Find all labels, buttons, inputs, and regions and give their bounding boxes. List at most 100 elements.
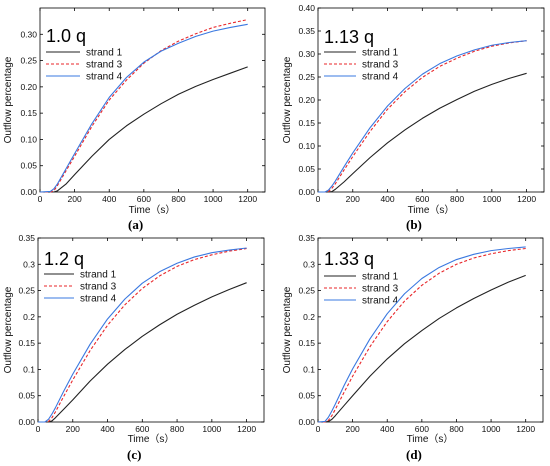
y-tick-label: 0.15 (298, 338, 315, 348)
legend-label-strand-4: strand 4 (86, 72, 123, 83)
x-tick-label: 200 (66, 424, 80, 434)
x-tick-label: 1200 (517, 194, 536, 204)
legend-label-strand-3: strand 3 (86, 60, 123, 71)
legend: strand 1 strand 3 strand 4 (44, 270, 117, 305)
legend-label-strand-1: strand 1 (86, 48, 123, 59)
x-tick-label: 800 (170, 424, 184, 434)
y-tick-label: 0.3 (303, 259, 315, 269)
y-axis-label: Outflow percentage (3, 56, 14, 143)
y-tick-label: 0.10 (20, 134, 37, 144)
condition-label: 1.0 q (46, 26, 86, 46)
panel-label: (d) (406, 447, 422, 462)
x-tick-label: 0 (316, 424, 321, 434)
series-line-strand-4 (318, 40, 527, 193)
x-tick-label: 600 (137, 194, 151, 204)
chart-marks: 0 200 400 600 800 1000 12000.000.050.100.150.2… (18, 3, 544, 434)
x-tick-label: 1200 (237, 424, 256, 434)
y-tick-label: 0.00 (20, 187, 37, 197)
panel-a-marks: 0 200 400 600 800 1000 1200 0.00 0.05 0.10 0.15 0.2… (20, 8, 265, 204)
plot-frame (39, 7, 266, 193)
y-tick-label: 0.05 (20, 161, 37, 171)
x-tick-label: 200 (346, 194, 360, 204)
y-tick-label: 0.05 (18, 391, 35, 401)
panel-b-marks: 0 200 400 600 800 1000 1200 0.00 0.05 0.10 0.15 0.2… (298, 3, 544, 204)
x-tick-label: 1000 (204, 194, 223, 204)
x-tick-label: 400 (102, 194, 116, 204)
legend-label-strand-1: strand 1 (362, 48, 399, 59)
y-tick-label: 0.30 (20, 29, 37, 39)
series-line-strand-1 (318, 72, 527, 193)
series-line-strand-3 (38, 247, 247, 423)
series-line-strand-3 (40, 19, 248, 193)
y-tick-label: 0.25 (18, 286, 35, 296)
y-tick-label: 0.2 (23, 312, 35, 322)
series-line-strand-1 (38, 282, 247, 423)
x-tick-label: 1000 (482, 424, 501, 434)
y-tick-label: 0.30 (298, 49, 315, 59)
series-line-strand-4 (39, 23, 248, 193)
y-tick-label: 0.20 (20, 82, 37, 92)
series-line-strand-4 (38, 247, 247, 423)
y-tick-label: 0.05 (298, 391, 315, 401)
legend-label-strand-1: strand 1 (80, 270, 117, 281)
x-tick-label: 1000 (482, 194, 501, 204)
y-tick-label: 0.20 (298, 95, 315, 105)
y-tick-label: 0.1 (303, 364, 315, 374)
y-tick-label: 0.2 (303, 312, 315, 322)
legend: strand 1 strand 3 strand 4 (46, 48, 123, 83)
y-tick-label: 0.40 (298, 3, 315, 13)
y-axis-label: Outflow percentage (282, 56, 293, 143)
y-tick-label: 0.00 (298, 187, 315, 197)
y-tick-label: 0.00 (18, 417, 35, 427)
x-tick-label: 200 (68, 194, 82, 204)
y-tick-label: 0.35 (18, 233, 35, 243)
x-tick-label: 800 (449, 424, 463, 434)
y-tick-label: 0.00 (298, 417, 315, 427)
panel-label: (c) (127, 447, 141, 462)
x-axis-label: Time（s） (128, 433, 175, 445)
x-axis-label: Time（s） (408, 204, 455, 216)
panel-label: (b) (406, 217, 422, 232)
legend-label-strand-3: strand 3 (362, 60, 399, 71)
x-tick-label: 400 (380, 424, 394, 434)
panel-label: (a) (128, 217, 143, 232)
series-line-strand-3 (318, 40, 527, 193)
y-tick-label: 0.05 (298, 164, 315, 174)
x-tick-label: 0 (36, 424, 41, 434)
y-tick-label: 0.10 (298, 141, 315, 151)
x-tick-label: 600 (135, 424, 149, 434)
y-tick-label: 0.15 (20, 108, 37, 118)
x-axis-label: Time（s） (129, 204, 176, 216)
condition-label: 1.33 q (324, 249, 374, 269)
y-tick-label: 0.25 (20, 56, 37, 66)
x-axis-label: Time（s） (407, 433, 454, 445)
plot-frame (317, 237, 544, 423)
y-tick-label: 0.15 (18, 338, 35, 348)
x-tick-label: 1000 (202, 424, 221, 434)
y-axis-label: Outflow percentage (282, 286, 293, 373)
x-tick-label: 400 (380, 194, 394, 204)
panel-c-marks: 0 200 400 600 800 1000 1200 0.00 0.05 0.1 0.15 0.2 0… (18, 233, 264, 434)
x-tick-label: 200 (346, 424, 360, 434)
y-tick-label: 0.15 (298, 118, 315, 128)
x-tick-label: 0 (316, 194, 321, 204)
x-tick-label: 1200 (238, 194, 257, 204)
x-tick-label: 1200 (516, 424, 535, 434)
y-tick-label: 0.1 (23, 364, 35, 374)
condition-label: 1.13 q (324, 27, 374, 47)
legend-label-strand-4: strand 4 (80, 294, 117, 305)
legend: strand 1 strand 3 strand 4 (324, 48, 399, 83)
series-line-strand-3 (318, 247, 526, 423)
legend-label-strand-4: strand 4 (362, 72, 399, 83)
x-tick-label: 600 (415, 194, 429, 204)
series-line-strand-4 (317, 246, 526, 423)
y-axis-label: Outflow percentage (3, 286, 14, 373)
plot-frame (37, 237, 265, 423)
x-tick-label: 800 (171, 194, 185, 204)
y-tick-label: 0.25 (298, 72, 315, 82)
x-tick-label: 400 (100, 424, 114, 434)
x-tick-label: 800 (450, 194, 464, 204)
series-line-strand-1 (318, 274, 526, 423)
x-tick-label: 600 (415, 424, 429, 434)
